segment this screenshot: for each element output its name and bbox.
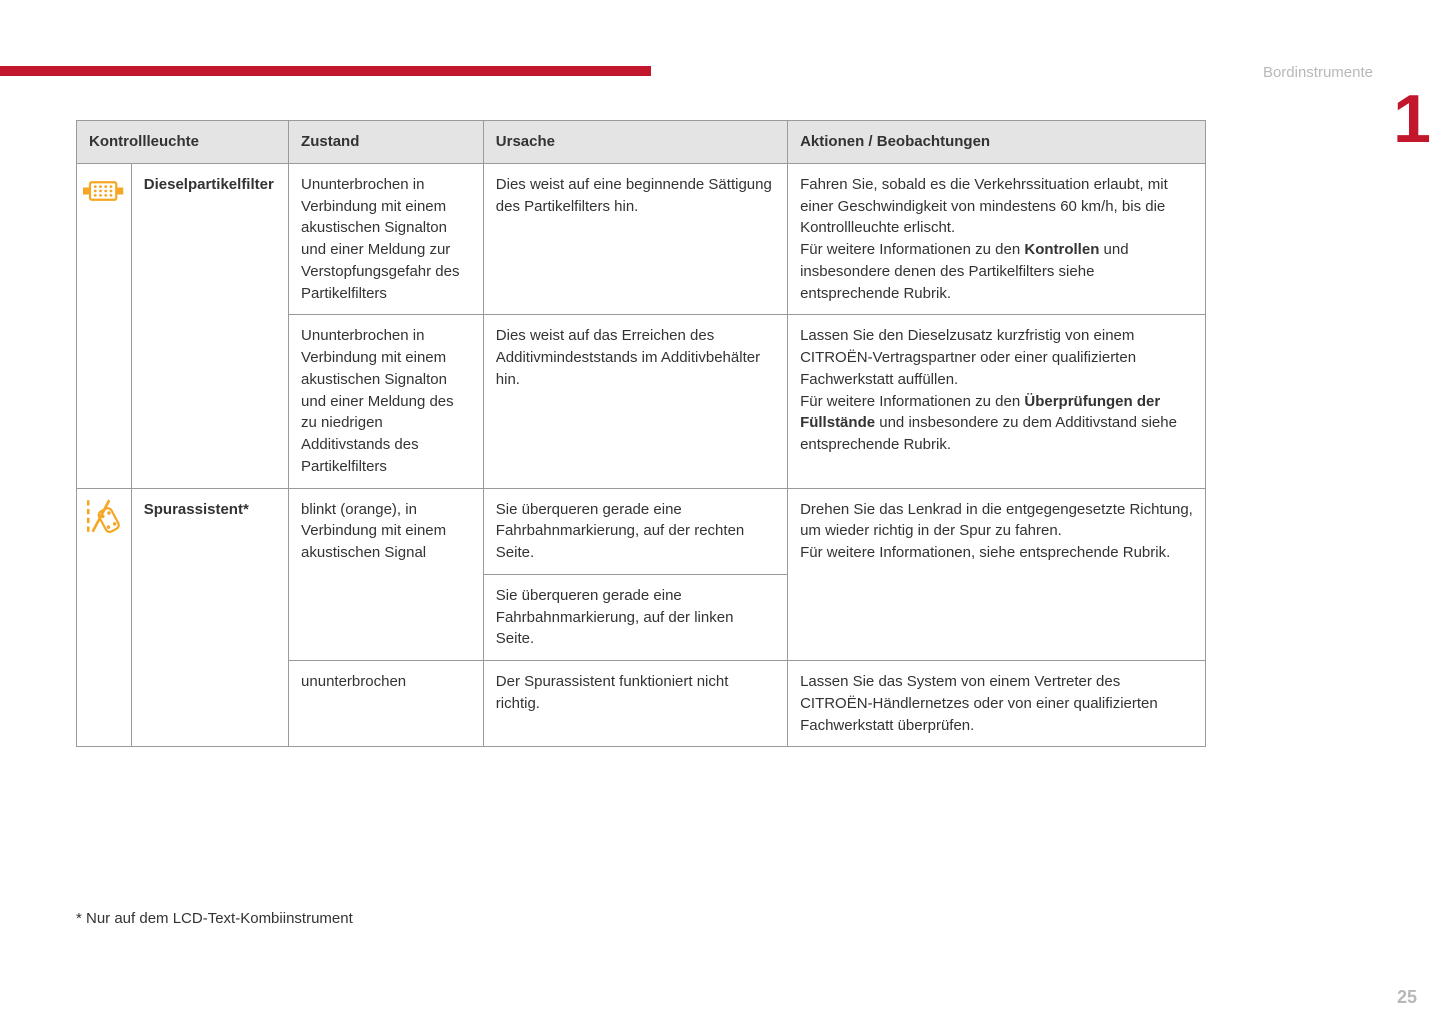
r1-action-p2a: Für weitere Informationen zu den [800,241,1024,258]
col-header-cause: Ursache [483,121,787,164]
r5-action: Lassen Sie das System von einem Vertrete… [788,661,1206,747]
lane-assist-name: Spurassistent* [131,488,288,747]
chapter-number: 1 [1393,92,1431,146]
r1-action-p1: Fahren Sie, sobald es die Verkehrssituat… [800,176,1168,237]
r5-state: ununterbrochen [289,661,484,747]
r3-action-p1: Drehen Sie das Lenkrad in die entgegenge… [800,501,1193,540]
dpf-name: Dieselpartikelfilter [131,163,288,488]
r2-state: Ununterbrochen in Verbindung mit einem a… [289,315,484,488]
header-red-bar [0,66,651,76]
footnote: * Nur auf dem LCD-Text-Kombiinstrument [76,908,353,930]
r1-state: Ununterbrochen in Verbindung mit einem a… [289,163,484,315]
r1-cause: Dies weist auf eine beginnende Sättigung… [483,163,787,315]
col-header-state: Zustand [289,121,484,164]
table-row: Dieselpartikelfilter Ununterbrochen in V… [77,163,1206,315]
table-row: Spurassistent* blinkt (orange), in Verbi… [77,488,1206,574]
r3-state: blinkt (orange), in Verbindung mit einem… [289,488,484,661]
section-label: Bordinstrumente [1263,62,1373,84]
r3-cause: Sie überqueren gerade eine Fahrbahnmarki… [483,488,787,574]
lane-assist-icon-cell [77,488,132,747]
r2-action-p1: Lassen Sie den Dieselzusatz kurzfristig … [800,327,1136,388]
r5-cause: Der Spurassistent funktioniert nicht ric… [483,661,787,747]
table-header-row: Kontrollleuchte Zustand Ursache Aktionen… [77,121,1206,164]
r3-action-p2: Für weitere Informationen, siehe entspre… [800,544,1170,561]
r2-cause: Dies weist auf das Erreichen des Additiv… [483,315,787,488]
page-number: 25 [1397,984,1417,1010]
col-header-indicator: Kontrollleuchte [77,121,289,164]
r1-action-p2b: Kontrollen [1024,241,1099,258]
diesel-particulate-filter-icon [83,170,125,212]
r2-action: Lassen Sie den Dieselzusatz kurzfristig … [788,315,1206,488]
warning-lights-table: Kontrollleuchte Zustand Ursache Aktionen… [76,120,1206,747]
r1-action: Fahren Sie, sobald es die Verkehrssituat… [788,163,1206,315]
dpf-icon-cell [77,163,132,488]
r2-action-p2a: Für weitere Informationen zu den [800,393,1024,410]
lane-departure-icon [83,495,125,537]
r3-action: Drehen Sie das Lenkrad in die entgegenge… [788,488,1206,661]
col-header-action: Aktionen / Beobachtungen [788,121,1206,164]
r4-cause: Sie überqueren gerade eine Fahrbahnmarki… [483,574,787,660]
